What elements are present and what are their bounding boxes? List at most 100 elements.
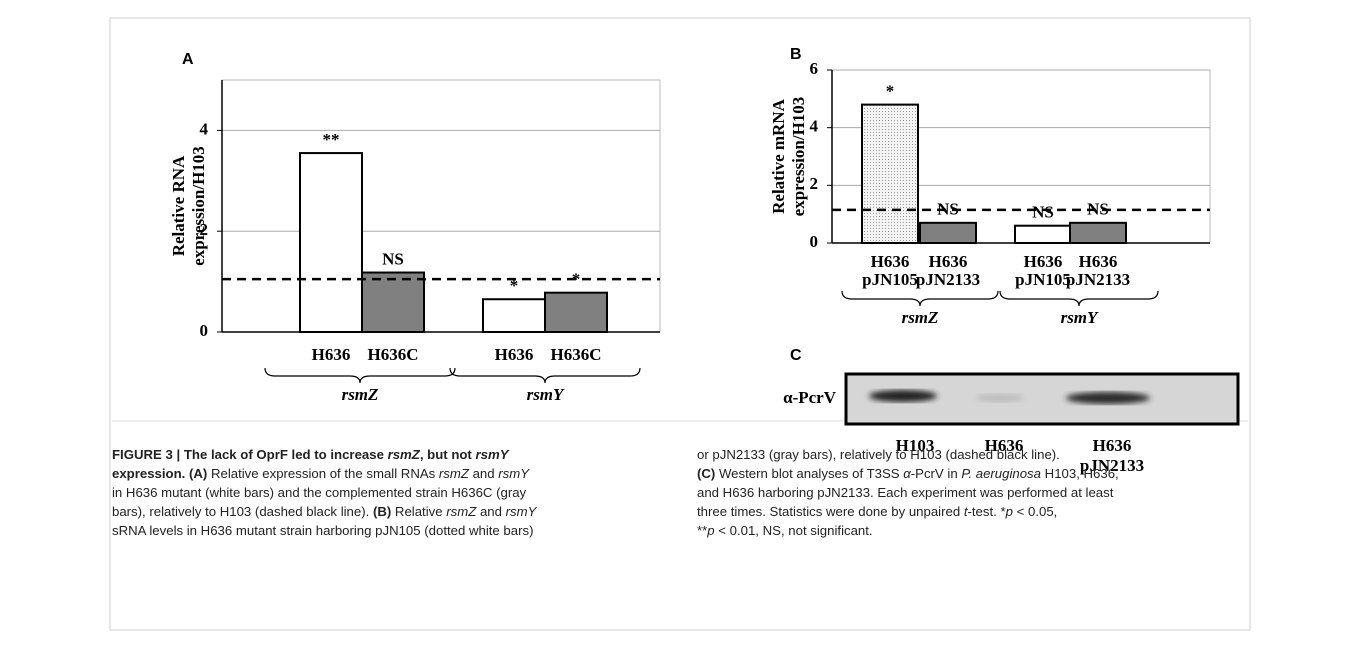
blot-antibody: α-PcrV [783,388,837,407]
bar-annotation: * [510,276,519,295]
bar [1069,221,1127,244]
caption-line: **p < 0.01, NS, not significant. [697,522,873,540]
x-tick-label: pJN2133 [916,270,980,289]
y-axis-label: expression/H103 [789,97,808,217]
text: sRNA levels in H636 mutant strain harbor… [112,523,534,538]
x-tick-label: H636 [1079,252,1118,271]
text: -PcrV in [910,466,962,481]
bar-annotation: NS [1087,200,1109,219]
bar-annotation: NS [1032,203,1054,222]
y-tick-label: 4 [200,119,209,138]
lane-label: H636 [1093,436,1132,455]
text: (B) [372,504,392,519]
caption-line: bars), relatively to H103 (dashed black … [112,503,536,521]
caption-line: three times. Statistics were done by unp… [697,503,1057,521]
text: Relative expression of the small RNAs [207,466,439,481]
bar-annotation: NS [382,249,404,268]
bar [919,221,977,244]
x-tick-label: H636 [929,252,968,271]
group-brace [449,367,641,384]
group-brace [999,290,1159,307]
text: expression. [112,466,186,481]
text: P. aeruginosa [961,466,1041,481]
caption-line: sRNA levels in H636 mutant strain harbor… [112,522,533,540]
text: -test. * [967,504,1006,519]
caption-line: in H636 mutant (white bars) and the comp… [112,484,526,502]
lane-label: pJN2133 [1080,456,1144,475]
y-tick-label: 2 [200,220,209,239]
y-axis-label: Relative mRNA [769,98,788,213]
text: rsmZ [438,466,469,481]
text: < 0.05, [1012,504,1058,519]
x-tick-label: H636C [368,345,419,364]
bar [861,103,919,244]
bar [299,152,363,333]
y-tick-label: 4 [810,117,819,136]
y-axis-label: Relative RNA [169,155,188,256]
text: rsmZ [387,447,420,462]
text: rsmY [505,504,537,519]
bar-annotation: ** [323,130,340,149]
text: H103, H636, [1041,466,1119,481]
caption-line: or pJN2133 (gray bars), relatively to H1… [697,446,1060,464]
text: rsmZ [446,504,477,519]
x-tick-label: pJN2133 [1066,270,1130,289]
bar [482,298,546,333]
text: t [963,504,968,519]
band [976,394,1024,402]
group-label: rsmZ [902,308,939,327]
separator [112,420,1248,422]
y-axis-label: expression/H103 [189,146,208,266]
text: in H636 mutant (white bars) and the comp… [112,485,527,500]
text: rsmY [498,466,530,481]
x-tick-label: H636 [871,252,910,271]
band [1066,392,1150,404]
text: bars), relatively to H103 (dashed black … [112,504,373,519]
text: p [1005,504,1013,519]
text: and [468,466,499,481]
group-label: rsmY [1061,308,1099,327]
text: p [707,523,715,538]
group-label: rsmZ [342,385,379,404]
text: (C) [697,466,716,481]
text: rsmY [475,447,509,462]
band [869,390,937,402]
text: α [903,466,911,481]
text: Relative [391,504,447,519]
text: three times. Statistics were done by unp… [697,504,964,519]
lane-label: H103 [896,436,935,455]
caption-line: (C) Western blot analyses of T3SS α-PcrV… [697,465,1119,483]
text: , but not [419,447,476,462]
text: (A) [185,466,208,481]
caption-line: and H636 harboring pJN2133. Each experim… [697,484,1113,502]
panel-label: C [790,347,802,364]
x-tick-label: H636 [1024,252,1063,271]
panel-label: B [790,46,802,63]
panel-label: A [182,51,194,68]
bar [1014,224,1072,244]
caption-line: expression. (A) Relative expression of t… [112,465,529,483]
y-tick-label: 2 [810,174,819,193]
bar-annotation: * [886,82,895,101]
x-tick-label: H636 [312,345,351,364]
lane-label: H636 [985,436,1024,455]
bar-annotation: NS [937,200,959,219]
x-tick-label: pJN105 [862,270,918,289]
y-tick-label: 6 [810,59,819,78]
y-tick-label: 0 [200,321,209,340]
text: and H636 harboring pJN2133. Each experim… [697,485,1114,500]
bar [544,291,608,333]
x-tick-label: H636C [551,345,602,364]
text: and [476,504,506,519]
figure-frame [109,17,1251,631]
text: FIGURE 3 | The lack of OprF led to incre… [112,447,388,462]
group-label: rsmY [527,385,565,404]
caption-line: FIGURE 3 | The lack of OprF led to incre… [112,446,509,464]
y-tick-label: 0 [810,232,819,251]
group-brace [264,367,456,384]
bar [361,271,425,334]
x-tick-label: H636 [495,345,534,364]
group-brace [841,290,999,307]
